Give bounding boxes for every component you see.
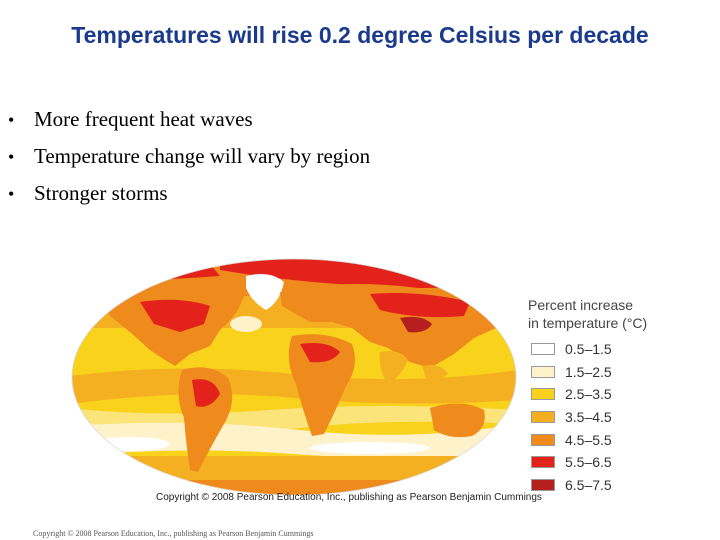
bullet-text: Stronger storms <box>34 181 168 205</box>
legend-title-line: Percent increase <box>528 297 634 313</box>
legend-swatch <box>531 478 555 491</box>
siberia-core <box>370 293 470 318</box>
bullet-text: More frequent heat waves <box>34 107 253 131</box>
southern-light-band <box>72 406 516 433</box>
legend-swatch <box>531 433 555 446</box>
map-outline <box>71 258 517 496</box>
legend-item: 0.5–1.5 <box>531 338 612 361</box>
legend-label: 6.5–7.5 <box>565 476 612 493</box>
legend-swatch <box>531 456 555 469</box>
legend-title: Percent increase in temperature (°C) <box>528 296 708 332</box>
north-atlantic-patch <box>230 316 262 332</box>
bullet-icon: • <box>8 110 15 130</box>
southeast-asia <box>422 365 448 380</box>
legend-label: 3.5–4.5 <box>565 409 612 426</box>
bullet-text: Temperature change will vary by region <box>34 144 371 168</box>
australia <box>430 403 485 438</box>
bullet-icon: • <box>8 184 15 204</box>
bullet-item: • More frequent heat waves <box>8 104 370 141</box>
legend-swatch <box>531 365 555 378</box>
southern-ocean-patch <box>310 442 430 454</box>
legend-item: 2.5–3.5 <box>531 383 612 406</box>
legend: 0.5–1.5 1.5–2.5 2.5–3.5 3.5–4.5 4.5–5.5 … <box>531 338 612 496</box>
world-temperature-map <box>71 258 517 496</box>
bullet-item: • Temperature change will vary by region <box>8 141 370 178</box>
africa <box>288 334 355 436</box>
legend-swatch <box>531 388 555 401</box>
south-pacific-patch <box>90 437 170 451</box>
tibet-hotspot <box>400 316 432 333</box>
legend-item: 4.5–5.5 <box>531 428 612 451</box>
legend-item: 1.5–2.5 <box>531 361 612 384</box>
legend-title-line: in temperature (°C) <box>528 315 648 331</box>
india <box>379 351 408 384</box>
sahara-core <box>300 343 340 363</box>
legend-item: 5.5–6.5 <box>531 451 612 474</box>
slide-title: Temperatures will rise 0.2 degree Celsiu… <box>71 22 649 48</box>
amazon-core <box>192 379 220 407</box>
legend-item: 6.5–7.5 <box>531 474 612 497</box>
bullet-icon: • <box>8 147 15 167</box>
bullet-item: • Stronger storms <box>8 178 370 215</box>
legend-label: 2.5–3.5 <box>565 386 612 403</box>
legend-swatch <box>531 343 555 356</box>
legend-label: 5.5–6.5 <box>565 454 612 471</box>
legend-label: 4.5–5.5 <box>565 431 612 448</box>
footer-copyright: Copyright © 2008 Pearson Education, Inc.… <box>33 529 314 538</box>
legend-label: 1.5–2.5 <box>565 363 612 380</box>
legend-swatch <box>531 411 555 424</box>
bullet-list: • More frequent heat waves • Temperature c… <box>8 104 370 215</box>
legend-label: 0.5–1.5 <box>565 341 612 358</box>
figure-copyright: Copyright © 2008 Pearson Education, Inc.… <box>156 492 542 503</box>
north-america-core <box>140 299 210 332</box>
legend-item: 3.5–4.5 <box>531 406 612 429</box>
greenland <box>246 274 284 310</box>
